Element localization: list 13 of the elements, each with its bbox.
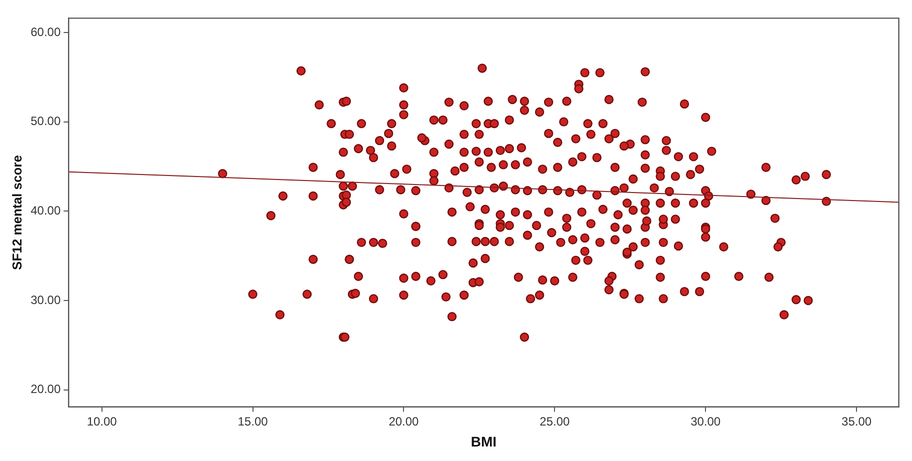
y-tick-label: 40.00 — [30, 203, 61, 218]
x-tick-label: 35.00 — [842, 414, 872, 428]
x-tick-label: 20.00 — [388, 414, 420, 428]
y-tick-label: 20.00 — [30, 382, 61, 396]
x-axis-title: BMI — [470, 433, 497, 450]
y-axis-title: SF12 mental score — [9, 155, 24, 270]
x-tick-label: 15.00 — [238, 414, 268, 428]
y-tick-label: 60.00 — [30, 24, 61, 39]
y-tick-label: 30.00 — [30, 292, 61, 307]
x-tick-label: 25.00 — [540, 414, 570, 428]
y-tick-label: 50.00 — [30, 114, 61, 128]
x-tick-label: 30.00 — [690, 414, 721, 428]
x-tick-label: 10.00 — [86, 414, 118, 428]
